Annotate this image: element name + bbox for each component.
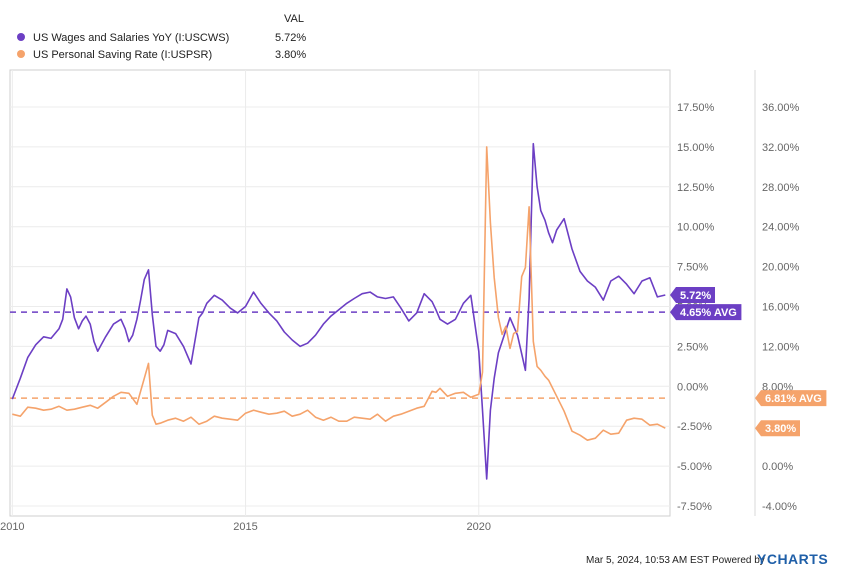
legend: VAL US Wages and Salaries YoY (I:USCWS) … xyxy=(17,13,306,61)
legend-value-saving: 3.80% xyxy=(275,49,306,61)
saving-last-label: 3.80% xyxy=(765,423,796,435)
saving-avg-label-bg xyxy=(755,390,827,407)
saving-last-label-bg xyxy=(755,420,800,437)
legend-swatch-saving xyxy=(17,50,25,58)
right-tick-label: 28.00% xyxy=(762,182,800,194)
right-tick-label: 32.00% xyxy=(762,142,800,154)
right-tick-label: -4.00% xyxy=(762,501,797,513)
x-axis-ticks: 2010 2015 2020 xyxy=(0,521,491,533)
left-tick-label: -5.00% xyxy=(677,461,712,473)
series-line-1 xyxy=(12,146,666,442)
footer-brand[interactable]: YCHARTS xyxy=(757,551,828,567)
plot-frame xyxy=(9,69,671,517)
legend-name-wages: US Wages and Salaries YoY (I:USCWS) xyxy=(33,32,229,44)
series-line-0 xyxy=(11,142,666,480)
left-tick-label: -2.50% xyxy=(677,421,712,433)
left-tick-label: 15.00% xyxy=(677,142,715,154)
legend-swatch-wages xyxy=(17,33,25,41)
right-tick-label: 20.00% xyxy=(762,262,800,274)
footer: Mar 5, 2024, 10:53 AM EST Powered by YCH… xyxy=(586,551,828,567)
left-tick-label: 7.50% xyxy=(677,262,708,274)
left-tick-label: 0.00% xyxy=(677,381,708,393)
gridlines xyxy=(10,70,670,516)
left-tick-label: -7.50% xyxy=(677,501,712,513)
x-tick-label: 2015 xyxy=(233,521,257,533)
right-tick-label: 16.00% xyxy=(762,302,800,314)
right-tick-label: 36.00% xyxy=(762,102,800,114)
left-tick-label: 17.50% xyxy=(677,102,715,114)
right-tick-label: 24.00% xyxy=(762,222,800,234)
footer-timestamp: Mar 5, 2024, 10:53 AM EST Powered by xyxy=(586,555,765,566)
x-tick-label: 2010 xyxy=(0,521,24,533)
right-axis-ticks: 36.00% 32.00% 28.00% 24.00% 20.00% 16.00% 12.0… xyxy=(762,102,800,513)
average-lines xyxy=(10,311,670,399)
wages-avg-label: 4.65% AVG xyxy=(680,307,737,319)
legend-name-saving: US Personal Saving Rate (I:USPSR) xyxy=(33,49,212,61)
left-tick-label: 12.50% xyxy=(677,182,715,194)
value-labels: 5.72% 4.65% AVG 6.81% AVG 3.80% xyxy=(670,287,827,437)
left-tick-label: 2.50% xyxy=(677,341,708,353)
right-tick-label: 12.00% xyxy=(762,341,800,353)
x-tick-label: 2020 xyxy=(467,521,491,533)
left-tick-label: 10.00% xyxy=(677,222,715,234)
saving-avg-label: 6.81% AVG xyxy=(765,393,822,405)
wages-last-label-bg xyxy=(670,287,715,304)
right-tick-label: 0.00% xyxy=(762,461,793,473)
legend-value-wages: 5.72% xyxy=(275,32,306,44)
legend-header: VAL xyxy=(284,13,304,25)
wages-last-label: 5.72% xyxy=(680,290,711,302)
wages-avg-label-bg xyxy=(670,304,742,321)
series-lines xyxy=(11,142,666,480)
